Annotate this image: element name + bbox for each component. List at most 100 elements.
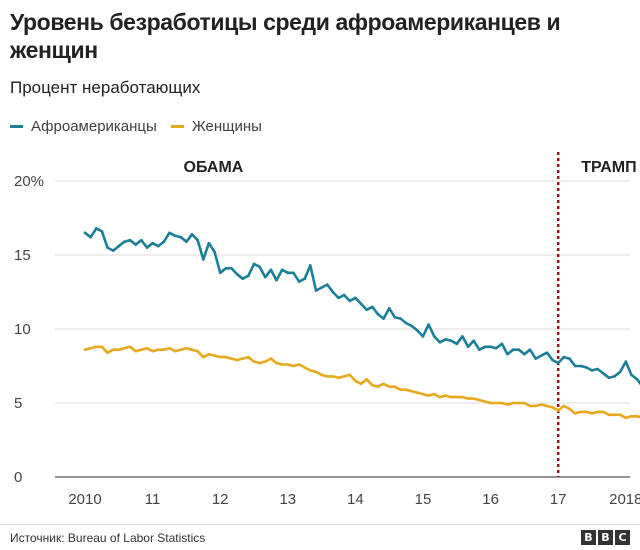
data-point — [404, 388, 408, 391]
data-point — [303, 366, 307, 369]
data-point — [551, 406, 554, 409]
x-tick-label: 16 — [482, 491, 499, 508]
data-point — [303, 277, 307, 280]
data-point — [162, 240, 166, 243]
data-point — [337, 376, 340, 380]
bbc-logo: B B C — [581, 530, 630, 545]
footer-divider — [0, 524, 640, 525]
legend-label-series-1: Афроамериканцы — [31, 118, 157, 135]
data-point — [292, 364, 295, 368]
data-point — [500, 401, 504, 405]
data-point — [320, 373, 323, 377]
data-point — [280, 363, 284, 366]
data-point — [461, 335, 464, 338]
data-point — [173, 234, 177, 238]
data-point — [382, 382, 385, 386]
data-point — [264, 275, 267, 279]
data-point — [123, 346, 126, 350]
legend-swatch-series-2 — [170, 125, 184, 128]
data-point — [269, 268, 273, 272]
data-point — [528, 348, 532, 351]
data-point — [393, 315, 397, 319]
data-point — [624, 360, 628, 363]
data-point — [173, 349, 177, 353]
data-point — [382, 317, 385, 320]
x-tick-label: 2018 — [609, 491, 640, 508]
data-point — [568, 357, 571, 360]
x-tick-label: 12 — [212, 491, 229, 508]
data-point — [472, 339, 476, 343]
source-note: Источник: Bureau of Labor Statistics — [10, 531, 206, 545]
data-point — [387, 307, 391, 310]
data-point — [196, 349, 199, 353]
data-point — [354, 296, 357, 300]
data-point — [111, 249, 115, 252]
data-point — [410, 389, 414, 393]
data-point — [410, 324, 414, 328]
data-point — [421, 392, 425, 396]
data-point — [556, 409, 560, 412]
data-point — [134, 243, 137, 246]
data-point — [314, 289, 318, 292]
data-point — [235, 272, 239, 276]
data-point — [297, 363, 301, 366]
data-point — [258, 361, 261, 365]
data-point — [185, 346, 188, 350]
data-point — [297, 280, 301, 283]
era-label: ТРАМП — [581, 159, 636, 176]
data-point — [427, 394, 430, 397]
data-point — [95, 227, 98, 230]
line-chart: 0 5 10 15 20% 2010 11 12 13 14 15 16 17 2018 ОБАМА ТР… — [14, 152, 640, 508]
data-point — [399, 388, 402, 391]
data-point — [179, 235, 183, 239]
data-point — [551, 358, 554, 362]
data-point — [478, 398, 481, 402]
data-point — [517, 401, 521, 405]
data-point — [100, 345, 104, 349]
data-point — [545, 351, 549, 354]
data-point — [494, 346, 498, 350]
data-point — [500, 342, 504, 346]
bbc-logo-letter: B — [598, 530, 613, 545]
data-point — [635, 415, 639, 418]
data-point — [579, 364, 582, 368]
data-point — [224, 355, 228, 359]
data-point — [596, 367, 599, 371]
data-point — [247, 274, 250, 277]
data-point — [252, 360, 256, 363]
data-point — [444, 338, 447, 341]
data-point — [534, 404, 537, 408]
data-point — [568, 407, 571, 411]
series-points-1 — [83, 227, 639, 381]
data-point — [635, 378, 639, 381]
data-point — [162, 348, 166, 351]
data-point — [128, 345, 132, 349]
chart-legend: Афроамериканцы Женщины — [10, 118, 276, 135]
data-point — [556, 361, 560, 365]
data-point — [393, 385, 397, 388]
data-point — [325, 283, 329, 286]
data-point — [506, 352, 509, 356]
y-tick-label: 20% — [14, 173, 44, 190]
data-point — [523, 401, 526, 405]
data-point — [562, 404, 566, 408]
data-point — [337, 296, 340, 300]
x-tick-label: 14 — [347, 491, 364, 508]
data-point — [449, 339, 453, 343]
data-point — [421, 335, 425, 338]
data-point — [590, 412, 594, 415]
data-point — [309, 369, 312, 372]
data-point — [128, 238, 132, 242]
data-point — [241, 277, 244, 280]
data-point — [196, 238, 199, 242]
data-point — [348, 373, 352, 377]
data-point — [602, 372, 605, 375]
data-point — [100, 230, 104, 233]
data-point — [145, 346, 149, 350]
data-point — [387, 385, 391, 388]
data-point — [134, 349, 137, 353]
data-point — [207, 352, 211, 356]
data-point — [483, 400, 487, 403]
data-point — [320, 286, 323, 289]
data-point — [331, 375, 335, 378]
